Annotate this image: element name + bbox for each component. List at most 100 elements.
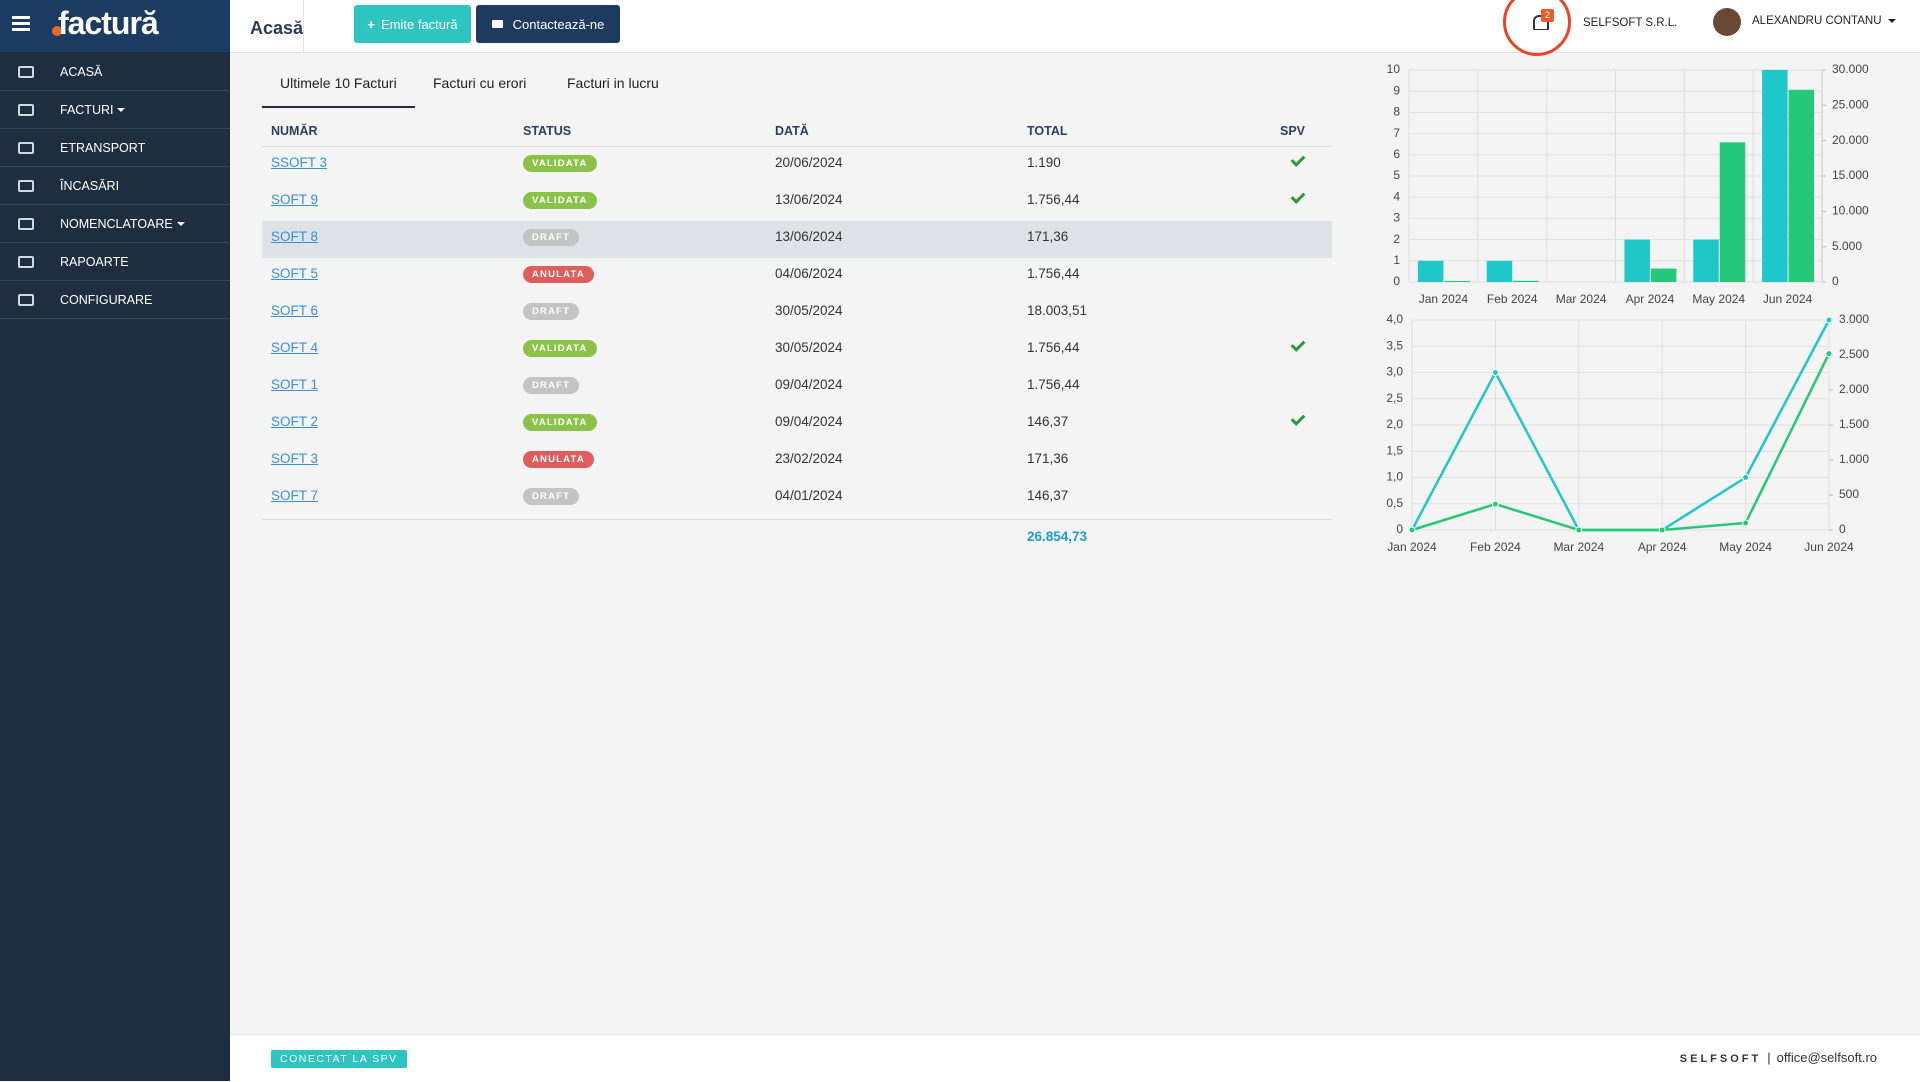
menu-label: ÎNCASĂRI: [60, 179, 120, 193]
total-line: [262, 519, 1332, 520]
column-header: SPV: [1280, 124, 1306, 138]
y2-tick-label: 0: [1839, 522, 1846, 536]
menu-item[interactable]: NOMENCLATOARE: [0, 206, 230, 243]
user-menu[interactable]: ALEXANDRU CONTANU: [1752, 15, 1896, 27]
menu-toggle[interactable]: [12, 16, 30, 19]
x-tick-label: Feb 2024: [1470, 540, 1521, 554]
x-tick-label: Mar 2024: [1553, 540, 1604, 554]
tab[interactable]: Ultimele 10 Facturi: [280, 75, 397, 91]
invoice-link[interactable]: SOFT 8: [271, 229, 319, 244]
invoice-link[interactable]: SOFT 4: [271, 340, 319, 355]
y-tick-label: 2: [1393, 232, 1400, 246]
bar: [1788, 89, 1815, 282]
tab[interactable]: Facturi in lucru: [567, 75, 659, 91]
status-badge: VALIDATA: [523, 155, 597, 172]
invoice-link[interactable]: SSOFT 3: [271, 155, 328, 170]
y2-tick-label: 2.500: [1839, 347, 1869, 361]
y-tick-label: 3: [1393, 211, 1400, 225]
invoice-link[interactable]: SOFT 2: [271, 414, 319, 429]
y-tick-label: 3,0: [1386, 365, 1403, 379]
user-avatar: [1713, 8, 1741, 36]
point: [1825, 350, 1833, 358]
invoice-date: 04/06/2024: [775, 266, 843, 281]
x-tick-label: Apr 2024: [1638, 540, 1687, 554]
menu-icon: [18, 104, 34, 116]
separator: |: [1767, 1050, 1771, 1065]
bar: [1719, 142, 1746, 282]
menu-label: ACASĂ: [60, 65, 103, 79]
caret: [176, 222, 185, 226]
y-tick-label: 1,5: [1386, 443, 1403, 457]
column-header: TOTAL: [1027, 124, 1068, 138]
invoice-total: 171,36: [1027, 451, 1069, 466]
invoice-link[interactable]: SOFT 7: [271, 488, 319, 503]
logo-bar: factură: [0, 0, 230, 52]
bar: [1624, 239, 1650, 282]
company-name[interactable]: SELFSOFT S.R.L.: [1583, 17, 1678, 29]
column-header: NUMĂR: [271, 124, 318, 138]
invoice-link[interactable]: SOFT 1: [271, 377, 319, 392]
menu-label: RAPOARTE: [60, 255, 129, 269]
footer-brand: SELFSOFT | office@selfsoft.ro: [1680, 1050, 1877, 1065]
y2-tick-label: 5.000: [1832, 239, 1862, 253]
invoice-link[interactable]: SOFT 5: [271, 266, 319, 281]
y-tick-label: 5: [1393, 168, 1400, 182]
button-label: Emite factură: [381, 16, 458, 32]
status-badge: VALIDATA: [523, 192, 597, 209]
invoice-total: 1.756,44: [1027, 192, 1080, 207]
y-tick-label: 6: [1393, 147, 1400, 161]
menu-item[interactable]: FACTURI: [0, 92, 230, 129]
invoice-link[interactable]: SOFT 6: [271, 303, 319, 318]
y-tick-label: 10: [1387, 62, 1401, 76]
menu-icon: [18, 218, 34, 230]
invoice-link[interactable]: SOFT 9: [271, 192, 319, 207]
status-badge: ANULATA: [523, 451, 594, 468]
caret: [117, 108, 126, 112]
y2-tick-label: 1.500: [1839, 417, 1869, 431]
x-tick-label: Jun 2024: [1763, 292, 1813, 306]
x-tick-label: Mar 2024: [1556, 292, 1607, 306]
menu-item[interactable]: ETRANSPORT: [0, 130, 230, 167]
brand: SELFSOFT: [1679, 1053, 1762, 1065]
invoice-link[interactable]: SOFT 3: [271, 451, 319, 466]
menu-item[interactable]: ACASĂ: [0, 54, 230, 91]
invoice-date: 23/02/2024: [775, 451, 843, 466]
menu-item[interactable]: ÎNCASĂRI: [0, 168, 230, 205]
x-tick-label: May 2024: [1719, 540, 1772, 554]
status-badge: DRAFT: [523, 377, 580, 394]
point: [1825, 316, 1833, 324]
y2-tick-label: 25.000: [1832, 98, 1869, 112]
y2-tick-label: 500: [1839, 487, 1859, 501]
tab[interactable]: Facturi cu erori: [433, 75, 527, 91]
menu-icon: [18, 294, 34, 306]
line: [1411, 353, 1831, 532]
contact-button[interactable]: Contactează-ne: [476, 5, 620, 43]
invoice-total: 1.756,44: [1027, 340, 1080, 355]
row-highlight: [262, 221, 1332, 258]
y2-tick-label: 2.000: [1839, 382, 1869, 396]
x-tick-label: Jan 2024: [1387, 540, 1437, 554]
menu-icon: [18, 66, 34, 78]
menu-icon: [18, 180, 34, 192]
invoice-date: 13/06/2024: [775, 192, 843, 207]
status-badge: ANULATA: [523, 266, 594, 283]
y2-tick-label: 3.000: [1839, 312, 1869, 326]
invoice-date: 20/06/2024: [775, 155, 843, 170]
invoice-total: 171,36: [1027, 229, 1069, 244]
y2-tick-label: 20.000: [1832, 133, 1869, 147]
point: [1491, 369, 1499, 376]
divider: [303, 0, 304, 52]
bar: [1417, 260, 1444, 282]
y-tick-label: 1,0: [1386, 470, 1403, 484]
spv-check: [1290, 411, 1306, 426]
page-title: Acasă: [250, 18, 304, 38]
notification-badge: 2: [1541, 9, 1554, 22]
column-header: STATUS: [523, 124, 572, 138]
invoice-total: 18.003,51: [1027, 303, 1088, 318]
invoice-date: 30/05/2024: [775, 340, 843, 355]
menu-item[interactable]: CONFIGURARE: [0, 282, 230, 319]
menu-item[interactable]: RAPOARTE: [0, 244, 230, 281]
issue-invoice-button[interactable]: + Emite factură: [354, 5, 471, 43]
invoice-date: 04/01/2024: [775, 488, 843, 503]
